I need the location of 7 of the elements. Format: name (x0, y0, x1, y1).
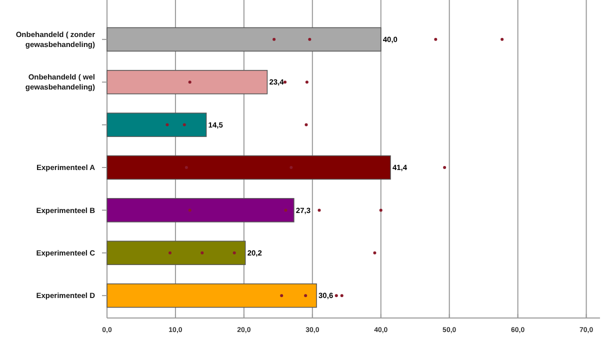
bar (106, 70, 268, 94)
bar (106, 283, 317, 308)
bar (106, 155, 391, 180)
bar (106, 112, 207, 137)
bar (106, 198, 294, 222)
bar (106, 27, 382, 52)
bar (106, 240, 246, 266)
